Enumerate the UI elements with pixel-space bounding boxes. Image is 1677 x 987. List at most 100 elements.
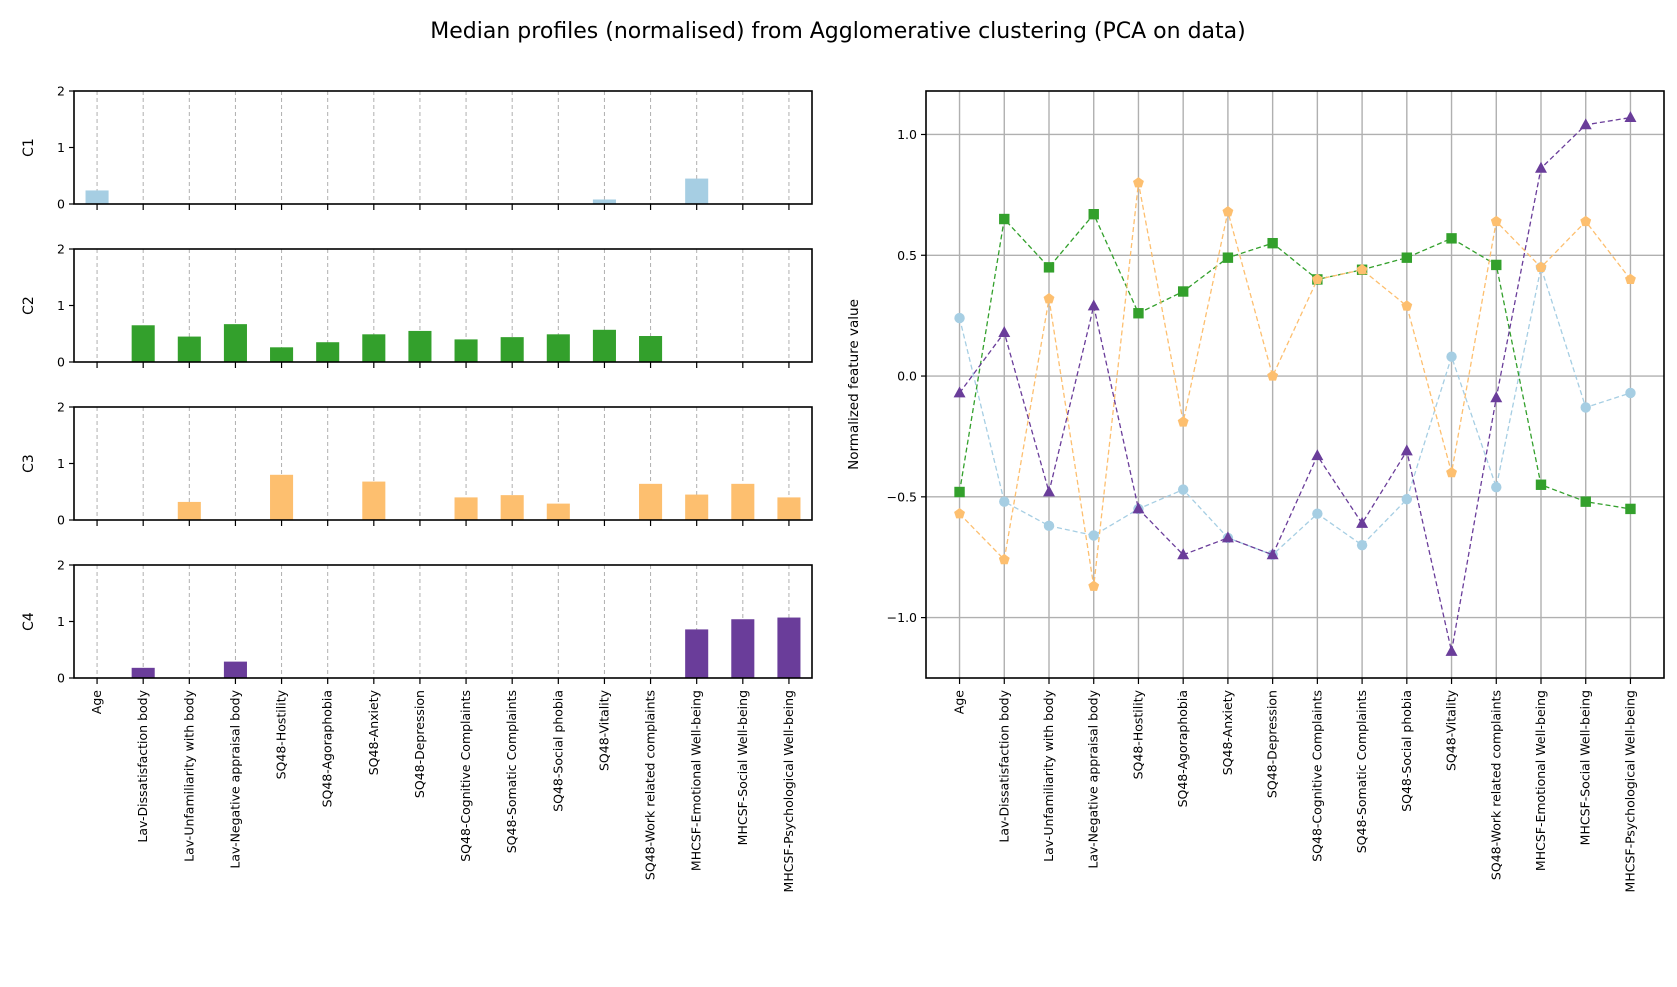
point-1-6 <box>1222 252 1234 263</box>
bar-c4-13 <box>685 629 709 678</box>
bar-c1-0 <box>85 190 109 204</box>
point-1-4 <box>1133 308 1144 319</box>
bar-c4-1 <box>131 667 155 678</box>
point-1-0 <box>954 486 965 498</box>
bar-c2-9 <box>500 337 524 362</box>
point-2-9 <box>1356 264 1368 275</box>
point-0-9 <box>1356 539 1368 551</box>
point-0-1 <box>999 496 1010 507</box>
bar-c2-2 <box>177 336 201 362</box>
bar-c3-8 <box>454 497 478 520</box>
point-2-6 <box>1222 206 1234 217</box>
bar-c2-5 <box>316 342 340 362</box>
bar-c2-6 <box>362 334 386 362</box>
bar-c2-12 <box>639 336 663 362</box>
bar-c3-15 <box>777 497 801 520</box>
bar-panel-c1: 0 1 2 C1 <box>21 84 813 212</box>
y-tick-label: 2 <box>57 242 65 257</box>
point-2-0 <box>954 508 965 519</box>
bar-c4-15 <box>777 617 801 678</box>
series-line-1 <box>958 212 1631 510</box>
bar-c2-8 <box>454 339 478 362</box>
point-2-8 <box>1311 273 1323 285</box>
point-3-1 <box>998 326 1011 337</box>
bar-c1-13 <box>685 178 709 204</box>
x-tick-label: MHCSF-Psychological Well-being <box>1622 690 1637 892</box>
x-tick-label: SQ48-Depression <box>412 690 427 798</box>
point-1-11 <box>1446 233 1457 244</box>
line-series-1 <box>954 208 1636 515</box>
point-1-15 <box>1625 503 1636 515</box>
point-2-2 <box>1043 293 1055 304</box>
point-1-5 <box>1177 286 1189 297</box>
point-2-15 <box>1625 273 1636 285</box>
point-1-12 <box>1491 259 1502 271</box>
point-3-3 <box>1087 299 1100 311</box>
x-tick-label: SQ48-Cognitive Complaints <box>1309 690 1324 862</box>
line-series-3 <box>953 111 1637 656</box>
point-1-14 <box>1580 496 1591 507</box>
bar-c3-12 <box>639 483 663 520</box>
point-3-5 <box>1177 548 1190 560</box>
x-tick-label: SQ48-Vitality <box>1444 689 1459 771</box>
point-2-10 <box>1401 300 1413 311</box>
point-3-6 <box>1221 531 1234 543</box>
point-3-7 <box>1266 548 1279 560</box>
bar-c4-3 <box>223 661 247 678</box>
axes-frame <box>925 90 1665 679</box>
x-tick-label: SQ48-Anxiety <box>366 689 381 775</box>
y-tick-label: 0 <box>57 671 65 686</box>
point-0-15 <box>1625 387 1636 399</box>
series-line-2 <box>959 182 1631 587</box>
point-0-8 <box>1312 508 1323 519</box>
point-3-9 <box>1356 516 1369 528</box>
y-tick-label: 1 <box>57 456 65 471</box>
y-tick-label: 0 <box>57 355 65 370</box>
y-tick-label: 1 <box>57 298 65 313</box>
x-tick-label: SQ48-Agoraphobia <box>320 690 335 807</box>
panel-label-c3: C3 <box>21 454 37 473</box>
x-tick-label: SQ48-Somatic Complaints <box>1354 690 1369 853</box>
point-2-7 <box>1267 370 1279 381</box>
series-line-3 <box>959 116 1631 652</box>
point-0-11 <box>1446 351 1457 362</box>
y-tick-label: 1 <box>57 614 65 629</box>
x-tick-label: Lav-Unfamiliarity with body <box>181 689 196 861</box>
bar-c2-4 <box>270 347 294 362</box>
x-tick-label: SQ48-Work related complaints <box>643 690 658 880</box>
bar-c3-2 <box>177 501 201 520</box>
y-tick-label: −1.0 <box>887 610 917 625</box>
x-tick-label: Age <box>952 690 967 714</box>
bar-c3-10 <box>546 503 570 520</box>
x-tick-label: SQ48-Cognitive Complaints <box>458 690 473 862</box>
point-0-2 <box>1043 520 1055 532</box>
point-3-13 <box>1535 161 1547 173</box>
bar-c3-14 <box>731 483 755 520</box>
x-tick-label: SQ48-Somatic Complaints <box>504 690 519 853</box>
point-0-0 <box>954 312 965 324</box>
x-tick-label: Lav-Dissatisfaction body <box>996 689 1011 842</box>
line-series-2 <box>954 177 1636 591</box>
x-tick-label: MHCSF-Social Well-being <box>735 690 750 845</box>
y-tick-label: 0.0 <box>897 369 917 384</box>
bar-c2-7 <box>408 330 432 362</box>
y-tick-label: 1 <box>57 140 65 155</box>
bar-c2-10 <box>546 334 570 362</box>
left-bar-panels: 0 1 2 C1 0 1 2 C2 0 1 2 C3 0 1 2 C4 Age Lav-Dissatisfacti… <box>21 84 813 892</box>
x-tick-label: SQ48-Vitality <box>596 689 611 771</box>
x-tick-label: MHCSF-Psychological Well-being <box>781 690 796 892</box>
point-0-5 <box>1177 484 1189 495</box>
point-0-10 <box>1401 494 1413 505</box>
y-tick-label: 0.5 <box>897 248 917 263</box>
point-3-12 <box>1490 391 1503 403</box>
x-tick-label: Lav-Unfamiliarity with body <box>1041 689 1056 861</box>
point-1-3 <box>1088 208 1099 220</box>
x-tick-label: Lav-Dissatisfaction body <box>135 689 150 842</box>
x-tick-label: Lav-Negative appraisal body <box>227 689 242 868</box>
bar-c1-11 <box>592 199 616 204</box>
bar-panel-c4: 0 1 2 C4 <box>21 558 813 686</box>
point-1-2 <box>1043 262 1055 273</box>
bar-c2-3 <box>223 324 247 362</box>
y-tick-label: 1.0 <box>897 127 917 142</box>
y-tick-label: 2 <box>57 400 65 415</box>
